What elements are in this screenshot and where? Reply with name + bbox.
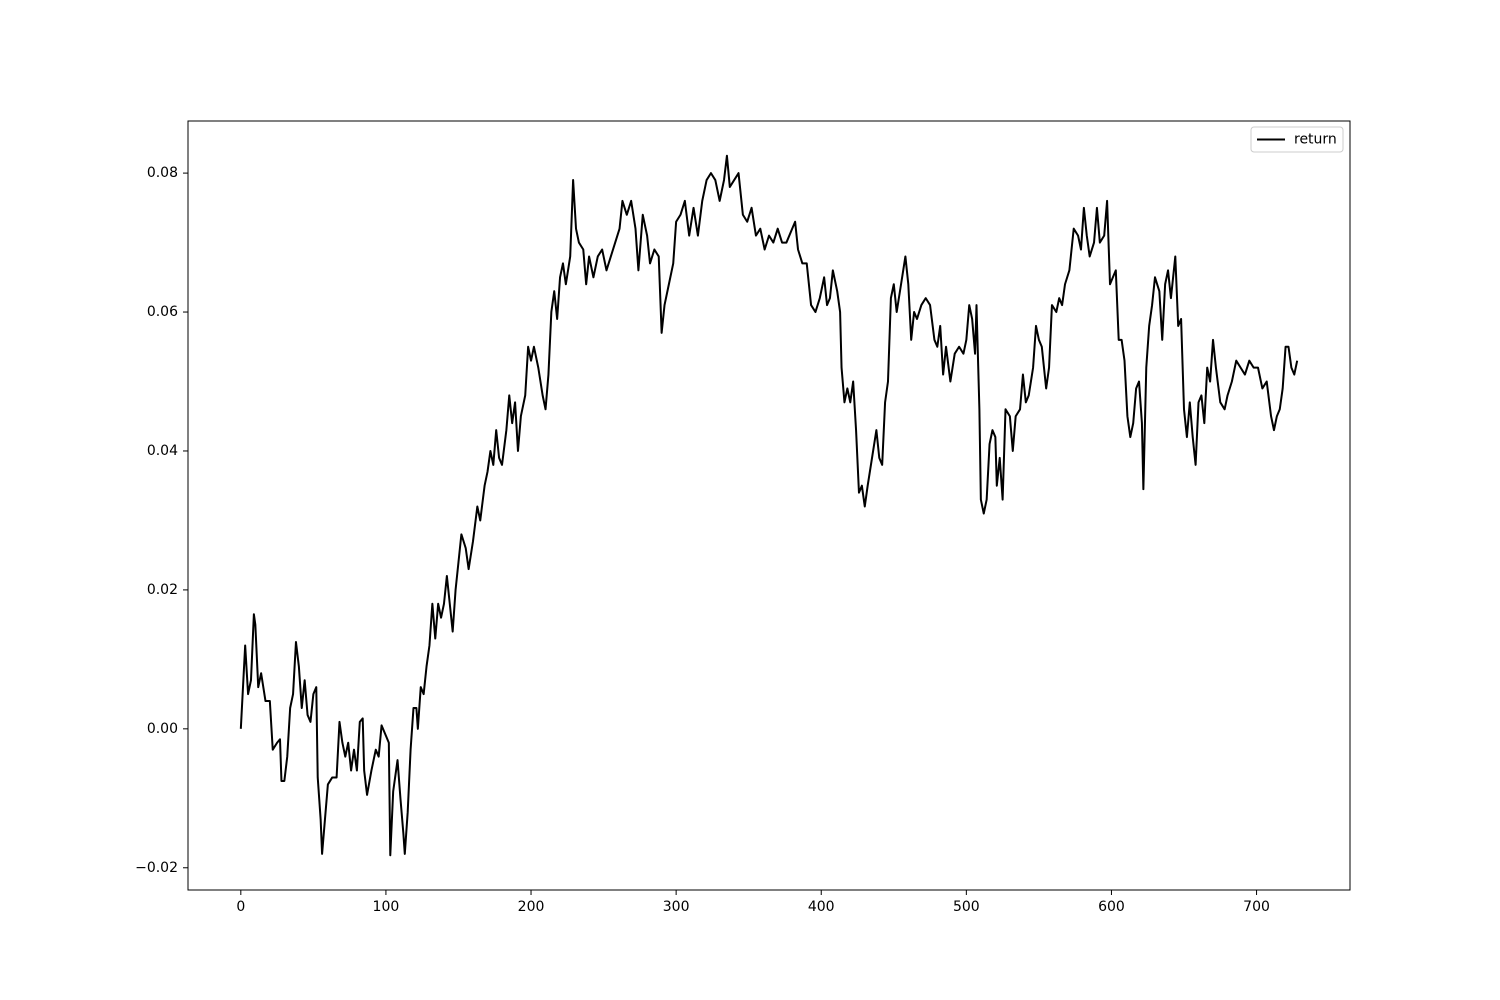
- x-tick-label: 600: [1098, 899, 1125, 915]
- y-tick-label: 0.00: [147, 721, 178, 737]
- y-tick-label: 0.08: [147, 165, 178, 181]
- x-tick-label: 300: [663, 899, 690, 915]
- y-tick-label: 0.06: [147, 304, 178, 320]
- x-tick-label: 200: [518, 899, 545, 915]
- line: [239, 154, 1299, 857]
- x-tick-label: 400: [808, 899, 835, 915]
- x-tick-label: 100: [373, 899, 400, 915]
- y-tick-label: −0.02: [135, 860, 178, 876]
- x-tick-label: 500: [953, 899, 980, 915]
- x-tick-label: 700: [1243, 899, 1270, 915]
- legend-box: [1250, 126, 1344, 153]
- y-tick-label: 0.02: [147, 582, 178, 598]
- legend-label: return: [1294, 132, 1337, 148]
- x-tick-label: 0: [236, 899, 245, 915]
- y-tick-label: 0.04: [147, 443, 178, 459]
- plot-frame: [187, 120, 1351, 891]
